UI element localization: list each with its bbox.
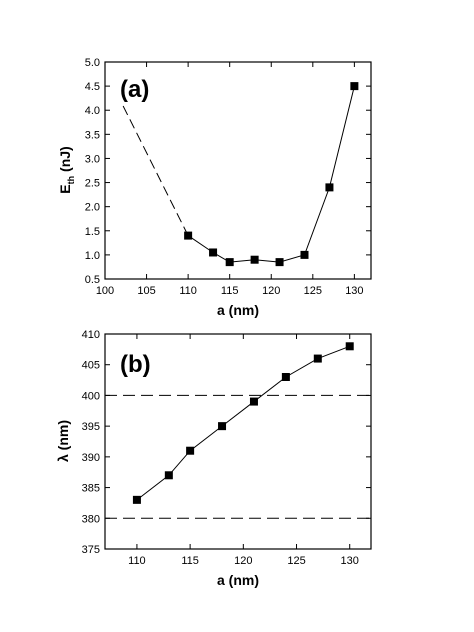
data-point-b [164,471,173,480]
y-tick-label-b: 385 [82,483,100,495]
panel-label-a: (a) [120,76,149,103]
panel-a: (a) a (nm) Eth (nJ) 100 105 110 115 120 125 13… [57,57,372,318]
data-point-a [325,183,334,192]
y-tick-label-b: 400 [82,390,100,402]
x-axis-label-a: a (nm) [217,302,259,318]
x-tick-label-a: 125 [304,285,322,297]
data-point-b [249,397,258,406]
y-tick-label-b: 390 [82,452,100,464]
series-line-b [136,345,350,501]
panel-label-b: (b) [120,351,151,378]
data-point-a [350,82,359,91]
ticks-b: 110 115 120 125 130 375 380 385 390 395 400 405 410 [82,329,371,567]
panel-b: (b) a (nm) λ (nm) 110 115 120 125 130 375 380 3… [55,329,372,588]
data-point-b [132,495,141,504]
y-tick-label-a: 2.0 [85,202,100,214]
reference-lines-b [105,394,371,519]
x-tick-label-b: 115 [181,555,199,567]
x-tick-label-a: 105 [137,285,155,297]
data-point-b [218,422,227,431]
data-point-b [345,342,354,351]
plot-frame-a [104,61,372,280]
y-tick-label-b: 405 [82,360,100,372]
y-tick-label-a: 0.5 [85,274,100,286]
y-tick-label-b: 380 [82,513,100,525]
x-tick-label-a: 100 [96,285,114,297]
x-tick-label-a: 110 [179,285,197,297]
x-tick-label-b: 110 [128,555,146,567]
y-tick-label-a: 3.0 [85,153,100,165]
y-tick-label-a: 1.5 [85,226,100,238]
x-tick-label-a: 120 [262,285,280,297]
y-tick-label-a: 3.5 [85,129,100,141]
extrapolation-line-a [121,102,189,236]
data-point-a [225,258,234,267]
y-tick-label-b: 375 [82,544,100,556]
x-axis-label-b: a (nm) [217,572,259,588]
x-tick-label-a: 130 [345,285,363,297]
data-point-b [281,373,290,381]
y-tick-label-b: 410 [82,329,100,341]
y-axis-label-b: λ (nm) [55,420,71,462]
x-tick-label-a: 115 [221,285,239,297]
data-point-a [209,248,218,257]
plot-frame-b [104,333,372,550]
y-tick-label-a: 1.0 [85,250,100,262]
y-axis-label-a-tail: (nJ) [57,146,73,176]
y-tick-label-a: 4.5 [85,81,100,93]
data-point-a [250,255,259,264]
data-point-b [313,354,322,363]
y-axis-label-a-sub: th [66,176,76,185]
y-tick-label-a: 2.5 [85,178,100,190]
series-a [121,82,359,267]
y-axis-label-a: Eth (nJ) [57,146,76,193]
series-line-a [187,85,355,263]
data-point-a [184,231,193,240]
x-tick-label-b: 130 [341,555,359,567]
ticks-a: 100 105 110 115 120 125 130 0.5 1.0 1.5 2.0 2.5 3.0 3… [85,57,371,297]
x-tick-label-b: 125 [287,555,305,567]
y-axis-label-a-main: E [57,184,73,193]
data-point-a [275,258,284,267]
y-tick-label-a: 4.0 [85,105,100,117]
data-point-b [186,446,195,455]
data-point-a [300,250,309,259]
x-tick-label-b: 120 [234,555,252,567]
y-tick-label-a: 5.0 [85,57,100,69]
series-b [132,342,354,504]
y-tick-label-b: 395 [82,421,100,433]
